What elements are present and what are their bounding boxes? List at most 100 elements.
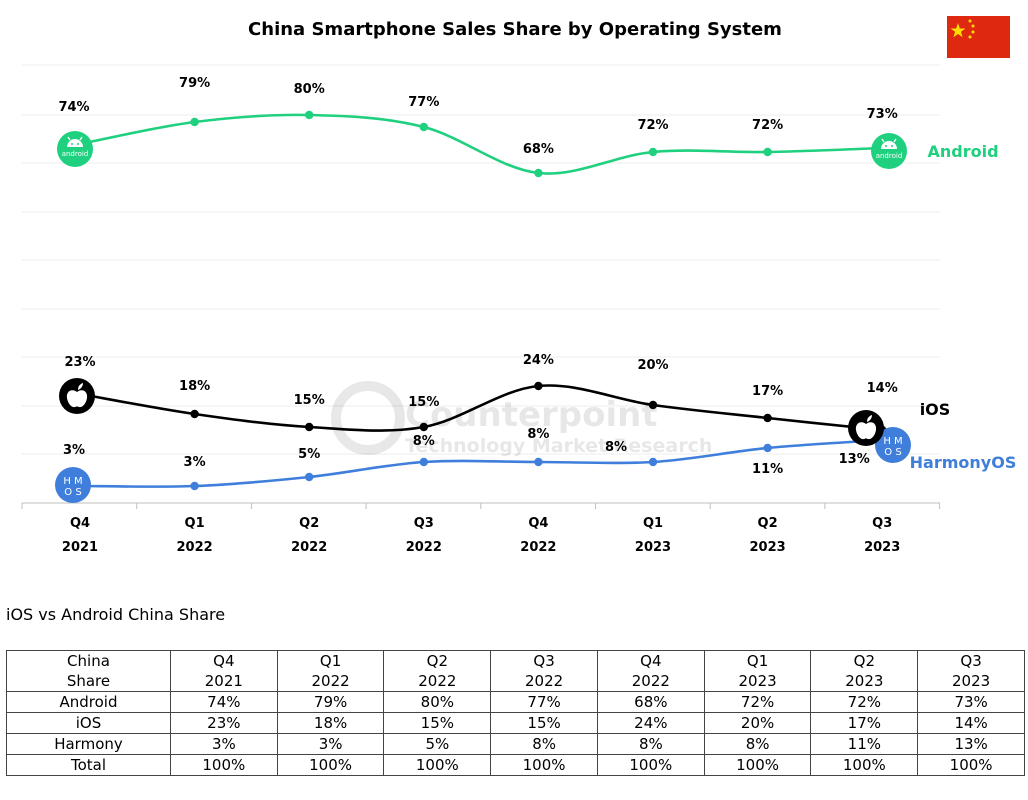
x-tick-year: 2022 (406, 540, 442, 555)
android-icon-antenna (67, 136, 71, 141)
table-row: iOS 23% 18% 15% 15% 24% 20% 17% 14% (6, 712, 1025, 734)
x-tick-quarter: Q1 (185, 516, 205, 531)
data-label: 3% (184, 455, 206, 470)
data-label: 72% (752, 118, 783, 133)
table-cell: 3% (169, 733, 278, 755)
x-tick-year: 2023 (635, 540, 671, 555)
data-label: 80% (294, 82, 325, 97)
x-tick-quarter: Q3 (414, 516, 434, 531)
gridlines (22, 64, 940, 455)
harmonyos-icon-text: O S (64, 487, 81, 498)
data-label: 5% (298, 447, 320, 462)
table-cell: 3% (276, 733, 385, 755)
table-row-label: Android (6, 691, 171, 713)
android-icon-eye (885, 145, 887, 147)
android-icon-head (881, 141, 897, 149)
data-point (648, 147, 658, 157)
table-header-cell: Q2 2022 (383, 650, 492, 692)
table-cell: 68% (596, 691, 705, 713)
series-line (79, 384, 883, 432)
android-icon-head (67, 139, 83, 147)
table-cell: 100% (810, 754, 919, 776)
data-label: 73% (867, 107, 898, 122)
data-label: 15% (294, 393, 325, 408)
table-cell: 72% (703, 691, 812, 713)
table-row: Android 74% 79% 80% 77% 68% 72% 72% 73% (6, 691, 1025, 713)
data-label: 77% (408, 95, 439, 110)
data-point (534, 381, 543, 391)
android-icon-eye (891, 145, 893, 147)
table-header-corner: China Share (6, 650, 171, 692)
table-cell: 23% (169, 712, 278, 734)
x-tick-quarter: Q3 (872, 516, 892, 531)
table-row-label: Total (6, 754, 171, 776)
apple-icon-leaf (867, 415, 872, 422)
data-point (763, 413, 772, 423)
data-label: 72% (637, 118, 668, 133)
harmonyos-icon-badge (55, 467, 91, 503)
table-header-cell: Q4 2022 (596, 650, 705, 692)
data-point (305, 472, 314, 482)
data-point (305, 110, 314, 120)
table-header-cell: Q3 2022 (490, 650, 598, 692)
x-tick-quarter: Q2 (758, 516, 778, 531)
data-label: 74% (58, 100, 89, 115)
data-label: 15% (408, 395, 439, 410)
table-row: Total 100% 100% 100% 100% 100% 100% 100% 100% (6, 754, 1025, 776)
android-icon-antenna (881, 138, 885, 143)
table-cell: 11% (810, 733, 919, 755)
table-header-row: China Share Q4 2021 Q1 2022 Q2 2022 Q3 2022 Q… (6, 650, 1025, 692)
table-cell: 100% (703, 754, 812, 776)
data-label: 24% (523, 353, 554, 368)
x-tick-year: 2022 (177, 540, 213, 555)
data-point (763, 443, 772, 453)
x-tick-quarter: Q4 (528, 516, 548, 531)
table-cell: 72% (810, 691, 919, 713)
table-cell: 8% (703, 733, 812, 755)
table-cell: 5% (383, 733, 492, 755)
apple-icon (848, 410, 884, 446)
table-cell: 79% (276, 691, 385, 713)
data-point (305, 422, 314, 432)
table-cell: 15% (490, 712, 598, 734)
data-label: 13% (839, 452, 870, 467)
chart-title: China Smartphone Sales Share by Operatin… (248, 19, 782, 40)
watermark-brand: Counterpoint (405, 395, 658, 435)
data-label: 79% (179, 76, 210, 91)
apple-icon-body (66, 390, 88, 408)
table-cell: 80% (383, 691, 492, 713)
harmonyos-icon-text: O S (884, 447, 901, 458)
android-icon-badge (871, 133, 907, 169)
watermark: Counterpoint Technology Market Research (331, 381, 712, 457)
series-name-label: Android (927, 142, 998, 161)
table-cell: 100% (383, 754, 492, 776)
data-label: 20% (637, 358, 668, 373)
x-axis: Q4 2021 Q1 2022 Q2 2022 Q3 2022 Q4 2022 Q1 2023 Q2 20… (21, 502, 941, 555)
apple-icon-leaf (78, 383, 83, 390)
table-cell: 73% (917, 691, 1025, 713)
data-label: 18% (179, 379, 210, 394)
data-point (534, 457, 543, 467)
table-cell: 14% (917, 712, 1025, 734)
data-point (190, 409, 199, 419)
data-point (648, 400, 658, 410)
table-cell: 8% (490, 733, 598, 755)
table-cell: 100% (276, 754, 385, 776)
android-icon: android (871, 133, 907, 169)
table-cell: 20% (703, 712, 812, 734)
android-icon-text: android (876, 152, 903, 160)
data-point (534, 168, 543, 178)
series-line (79, 438, 883, 488)
series-android: 74% 79% 80% 77% 68% 72% 72% 73% Android (58, 76, 999, 178)
android-icon-badge (57, 131, 93, 167)
data-point (648, 457, 658, 467)
table-row-label: Harmony (6, 733, 171, 755)
x-tick-year: 2023 (864, 540, 900, 555)
table-header-cell: Q3 2023 (917, 650, 1025, 692)
data-label: 23% (64, 355, 95, 370)
x-tick-year: 2021 (62, 540, 98, 555)
series-layer: 74% 79% 80% 77% 68% 72% 72% 73% Android 23% 18% 15%… (55, 76, 1016, 503)
harmonyos-icon: H MO S (875, 427, 911, 463)
table-cell: 74% (169, 691, 278, 713)
data-point (763, 147, 772, 157)
